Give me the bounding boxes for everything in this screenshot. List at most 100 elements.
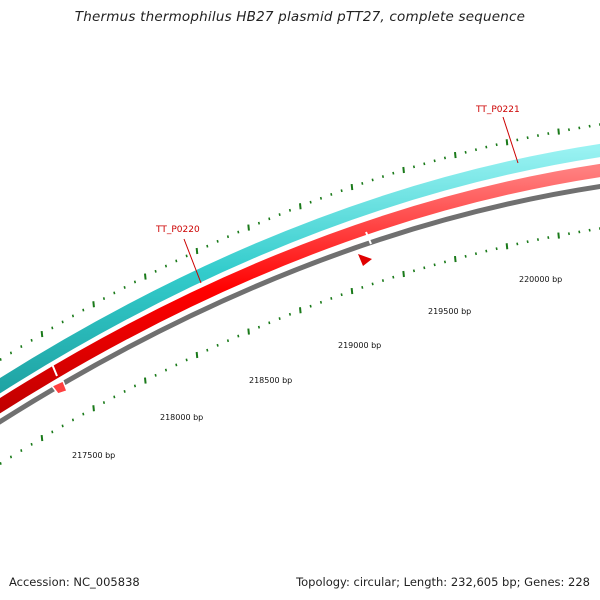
scale-tick <box>526 136 529 140</box>
bp-label: 218000 bp <box>160 413 203 422</box>
scale-tick <box>71 314 75 318</box>
scale-tick <box>268 321 271 325</box>
scale-tick <box>588 124 591 128</box>
scale-tick <box>206 244 209 248</box>
scale-tick <box>9 455 13 459</box>
scale-tick <box>474 148 478 152</box>
scale-tick <box>195 247 199 255</box>
scale-tick <box>443 156 447 160</box>
scale-tick <box>237 334 240 338</box>
reverse-gene-track <box>0 163 600 414</box>
scale-tick <box>578 126 581 130</box>
scale-tick <box>144 377 147 384</box>
bp-label: 218500 bp <box>249 376 292 385</box>
scale-tick <box>381 279 385 283</box>
scale-tick <box>464 254 467 258</box>
scale-tick <box>0 358 2 361</box>
scale-tick <box>578 230 581 234</box>
scale-tick <box>454 151 457 159</box>
scale-tick <box>30 442 33 446</box>
scale-tick <box>216 343 219 347</box>
scale-tick <box>536 134 540 138</box>
map-title: Thermus thermophilus HB27 plasmid pTT27,… <box>74 9 526 25</box>
scale-tick <box>216 239 219 243</box>
scale-tick <box>412 165 416 169</box>
scale-tick <box>40 434 44 442</box>
scale-tick <box>133 280 137 284</box>
scale-tick <box>350 183 354 191</box>
scale-tick <box>443 260 447 264</box>
scale-tick <box>330 193 333 196</box>
scale-tick <box>309 304 312 308</box>
red-gene-arrowhead <box>50 379 68 395</box>
scale-tick <box>288 312 292 316</box>
scale-tick <box>164 264 168 268</box>
scale-tick <box>392 171 395 175</box>
scale-tick <box>371 282 374 286</box>
tick-marks-lower <box>0 227 600 465</box>
scale-tick <box>567 232 571 236</box>
scale-tick <box>175 259 178 263</box>
scale-tick <box>123 285 126 289</box>
scale-tick <box>92 405 95 412</box>
red-gene-arrowhead <box>358 254 372 266</box>
scale-tick <box>319 196 323 200</box>
scale-tick <box>588 228 591 232</box>
scale-tick <box>433 263 436 267</box>
scale-tick <box>226 339 230 343</box>
scale-tick <box>195 351 199 359</box>
scale-tick <box>20 345 23 349</box>
scale-tick <box>247 224 250 231</box>
scale-tick <box>30 338 33 342</box>
scale-tick <box>464 150 467 154</box>
bp-label: 219000 bp <box>338 341 381 350</box>
scale-tick <box>51 430 54 434</box>
bp-label: 219500 bp <box>428 307 471 316</box>
scale-tick <box>299 307 302 314</box>
scale-tick <box>319 300 323 304</box>
scale-tick <box>185 254 188 258</box>
scale-tick <box>123 389 126 393</box>
scale-tick <box>412 269 416 273</box>
scale-tick <box>268 217 271 221</box>
scale-tick <box>474 252 478 256</box>
scale-tick <box>454 255 457 263</box>
scale-tick <box>237 230 240 234</box>
scale-tick <box>402 270 405 278</box>
scale-tick <box>0 462 2 465</box>
scale-tick <box>361 286 364 289</box>
scale-tick <box>61 424 64 428</box>
scale-tick <box>350 287 354 295</box>
red-gene-boundary <box>371 252 378 265</box>
scale-tick <box>536 238 540 242</box>
scale-tick <box>299 203 302 210</box>
scale-tick <box>257 325 261 329</box>
scale-tick <box>82 308 85 312</box>
scale-tick <box>392 275 395 279</box>
scale-tick <box>164 368 168 372</box>
scale-tick <box>154 373 157 377</box>
scale-tick <box>381 175 385 179</box>
scale-tick <box>516 242 519 246</box>
scale-tick <box>247 328 250 335</box>
scale-tick <box>175 363 178 367</box>
scale-tick <box>557 128 560 135</box>
scale-tick <box>82 412 85 416</box>
scale-tick <box>340 189 343 193</box>
bp-label: 220000 bp <box>519 275 562 284</box>
scale-tick <box>206 348 209 352</box>
cyan-gene-boundary <box>365 231 372 245</box>
scale-tick <box>547 132 550 135</box>
forward-gene-track <box>0 143 600 394</box>
scale-tick <box>516 138 519 142</box>
scale-tick <box>309 200 312 204</box>
scale-tick <box>113 395 116 399</box>
scale-tick <box>278 213 281 216</box>
scale-tick <box>226 235 230 239</box>
scale-tick <box>340 293 343 297</box>
topology-summary: Topology: circular; Length: 232,605 bp; … <box>296 575 590 589</box>
accession-label: Accession: NC_005838 <box>9 575 140 589</box>
scale-tick <box>567 128 571 132</box>
scale-tick <box>51 326 54 330</box>
